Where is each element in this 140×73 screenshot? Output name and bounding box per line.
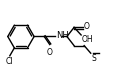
Text: OH: OH xyxy=(82,35,93,44)
Text: S: S xyxy=(91,54,96,63)
Text: NH: NH xyxy=(56,31,69,41)
Text: O: O xyxy=(83,22,89,31)
Text: Cl: Cl xyxy=(6,57,13,66)
Text: O: O xyxy=(47,48,53,57)
